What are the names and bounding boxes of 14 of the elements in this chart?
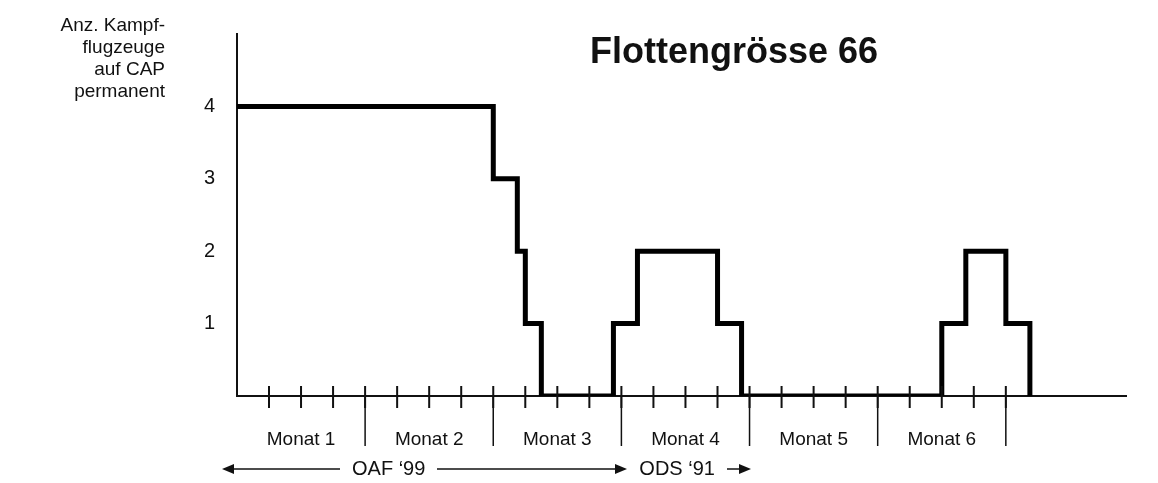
- y-tick-label: 4: [203, 93, 215, 116]
- text: ODS ‘91: [639, 457, 715, 480]
- y-tick-label: 3: [203, 166, 215, 189]
- x-tick-label: Monat 3: [523, 427, 592, 449]
- chart-title: Flottengrösse 66: [590, 30, 879, 72]
- text: OAF ‘99: [352, 457, 426, 480]
- x-tick-label: Monat 4: [651, 427, 721, 449]
- x-tick-label: Monat 2: [394, 427, 464, 449]
- x-tick-label: Monat 5: [779, 427, 848, 449]
- y-tick-label: 2: [203, 238, 215, 261]
- x-tick-label: Monat 1: [266, 427, 336, 449]
- y-axis-title: Anz. Kampf- flugzeuge auf CAP permanent: [60, 14, 165, 102]
- x-tick-label: Monat 6: [907, 427, 977, 449]
- y-tick-label: 1: [203, 311, 215, 334]
